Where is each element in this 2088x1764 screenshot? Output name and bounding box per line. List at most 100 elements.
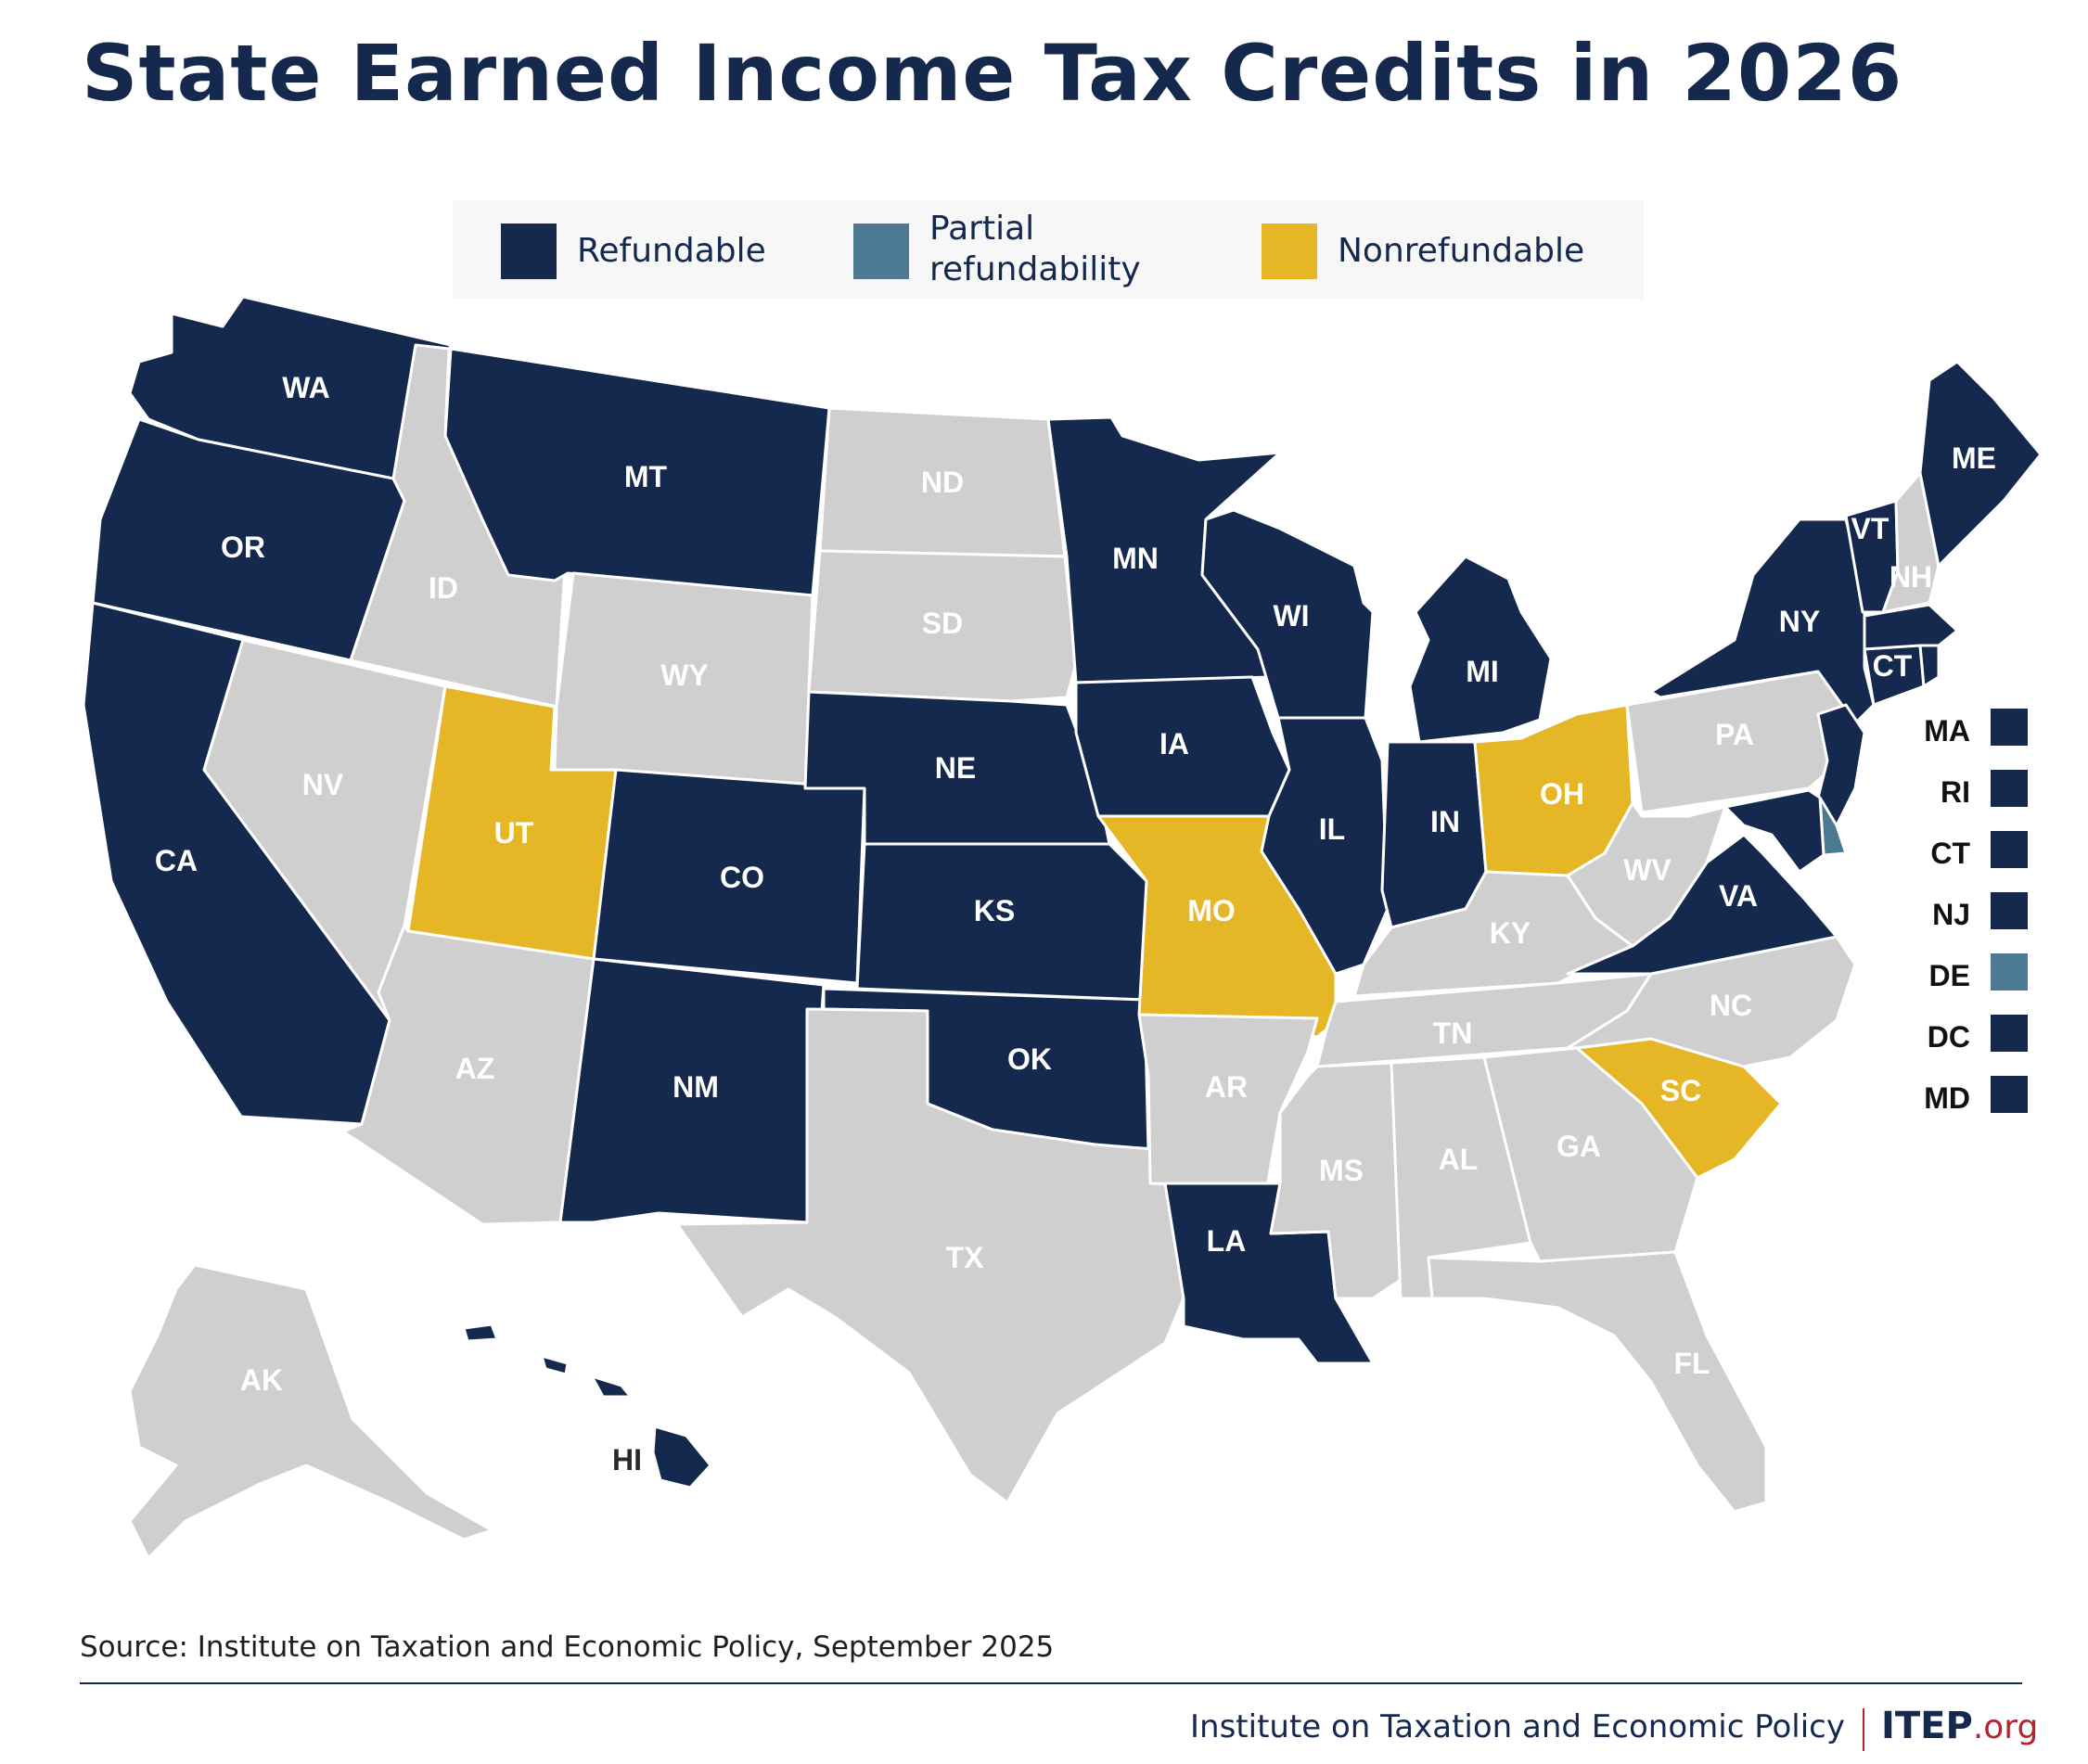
state-il: [1260, 716, 1390, 976]
label-id: ID: [429, 571, 458, 605]
state-wv: [1566, 801, 1727, 948]
label-mn: MN: [1112, 542, 1159, 575]
state-ri: [1918, 644, 1941, 688]
label-fl: FL: [1673, 1347, 1710, 1380]
small-state-row-ct: CT: [1916, 829, 2028, 890]
small-state-abbr: NJ: [1932, 898, 1970, 931]
state-ak: [128, 1263, 493, 1560]
label-ga: GA: [1556, 1130, 1601, 1163]
label-az: AZ: [455, 1052, 495, 1085]
state-md: [1723, 788, 1825, 874]
small-state-row-ri: RI: [1916, 768, 2028, 829]
state-nc: [1566, 935, 1857, 1068]
label-il: IL: [1319, 812, 1345, 846]
small-state-row-md: MD: [1916, 1074, 2028, 1135]
label-nd: ND: [921, 466, 964, 499]
small-state-swatch: [1991, 770, 2028, 807]
label-mt: MT: [624, 460, 668, 493]
state-mi: [1408, 555, 1553, 744]
small-state-abbr: DC: [1927, 1020, 1970, 1054]
state-hi: [462, 1323, 712, 1489]
small-state-abbr: CT: [1930, 837, 1970, 870]
legend-label-partial-line2: refundability: [929, 250, 1141, 288]
label-oh: OH: [1540, 777, 1584, 811]
label-hi: HI: [612, 1443, 642, 1476]
small-state-row-ma: MA: [1916, 707, 2028, 768]
legend-label-refundable: Refundable: [577, 232, 766, 270]
logo-main: ITEP: [1881, 1705, 1973, 1747]
itep-logo: ITEP.org: [1881, 1705, 2038, 1747]
label-la: LA: [1207, 1224, 1247, 1258]
small-state-swatch: [1991, 831, 2028, 868]
label-ar: AR: [1205, 1070, 1248, 1104]
small-state-swatch: [1991, 709, 2028, 746]
state-nm: [558, 957, 826, 1224]
small-states-legend: MA RI CT NJ DE DC MD: [1916, 707, 2028, 1135]
label-mo: MO: [1187, 894, 1236, 927]
label-or: OR: [221, 530, 265, 564]
label-mi: MI: [1466, 655, 1499, 688]
label-ct: CT: [1873, 649, 1913, 683]
label-ok: OK: [1007, 1042, 1052, 1076]
state-ny: [1649, 518, 1876, 725]
label-vt: VT: [1851, 512, 1889, 545]
label-nm: NM: [673, 1070, 719, 1104]
legend: Refundable Partial refundability Nonrefu…: [453, 200, 1644, 299]
small-state-abbr: MD: [1924, 1081, 1970, 1115]
label-ks: KS: [974, 894, 1015, 927]
footer-org-name: Institute on Taxation and Economic Polic…: [1190, 1708, 1845, 1745]
small-state-swatch: [1991, 1015, 2028, 1052]
label-pa: PA: [1715, 718, 1754, 751]
source-note: Source: Institute on Taxation and Econom…: [80, 1630, 1055, 1664]
state-mt: [443, 347, 831, 597]
label-tx: TX: [946, 1241, 985, 1274]
label-ny: NY: [1779, 605, 1820, 638]
label-ut: UT: [494, 816, 534, 850]
state-ar: [1137, 1013, 1319, 1189]
label-wa: WA: [282, 371, 330, 404]
legend-swatch-nonrefundable: [1262, 224, 1317, 279]
small-state-abbr: DE: [1928, 959, 1970, 992]
footer-separator: [1863, 1708, 1864, 1751]
footer-divider: [80, 1682, 2022, 1684]
label-sd: SD: [922, 607, 963, 640]
legend-swatch-refundable: [501, 224, 557, 279]
label-me: ME: [1952, 441, 1996, 475]
state-tx: [675, 1007, 1185, 1504]
label-in: IN: [1430, 805, 1460, 838]
state-labels: WA OR CA ID NV MT WY UT AZ CO NM ND SD N…: [155, 371, 1996, 1476]
label-sc: SC: [1660, 1074, 1701, 1107]
label-ia: IA: [1159, 727, 1189, 761]
label-wi: WI: [1273, 599, 1309, 633]
legend-label-nonrefundable: Nonrefundable: [1338, 232, 1585, 270]
label-ak: AK: [240, 1363, 283, 1397]
legend-label-partial-line1: Partial: [929, 210, 1035, 248]
label-wv: WV: [1623, 853, 1672, 887]
small-state-row-nj: NJ: [1916, 890, 2028, 952]
small-state-abbr: MA: [1924, 714, 1970, 748]
small-state-abbr: RI: [1941, 775, 1970, 809]
logo-suffix: .org: [1972, 1708, 2039, 1746]
small-state-row-dc: DC: [1916, 1013, 2028, 1074]
label-ne: NE: [935, 751, 976, 785]
page-title: State Earned Income Tax Credits in 2026: [82, 28, 1903, 119]
state-me: [1918, 360, 2043, 568]
label-ms: MS: [1319, 1154, 1364, 1187]
state-nj: [1816, 703, 1866, 827]
label-tn: TN: [1433, 1016, 1473, 1050]
label-va: VA: [1719, 879, 1758, 913]
label-al: AL: [1439, 1143, 1479, 1176]
label-nc: NC: [1710, 989, 1752, 1022]
legend-swatch-partial: [853, 224, 909, 279]
label-ca: CA: [155, 844, 198, 877]
small-state-row-de: DE: [1916, 952, 2028, 1013]
label-ky: KY: [1490, 916, 1531, 950]
label-co: CO: [720, 861, 764, 894]
label-nh: NH: [1889, 560, 1932, 594]
small-state-swatch: [1991, 1076, 2028, 1113]
label-nv: NV: [302, 768, 344, 801]
small-state-swatch: [1991, 953, 2028, 991]
label-wy: WY: [660, 658, 709, 692]
state-ma: [1863, 603, 1959, 651]
